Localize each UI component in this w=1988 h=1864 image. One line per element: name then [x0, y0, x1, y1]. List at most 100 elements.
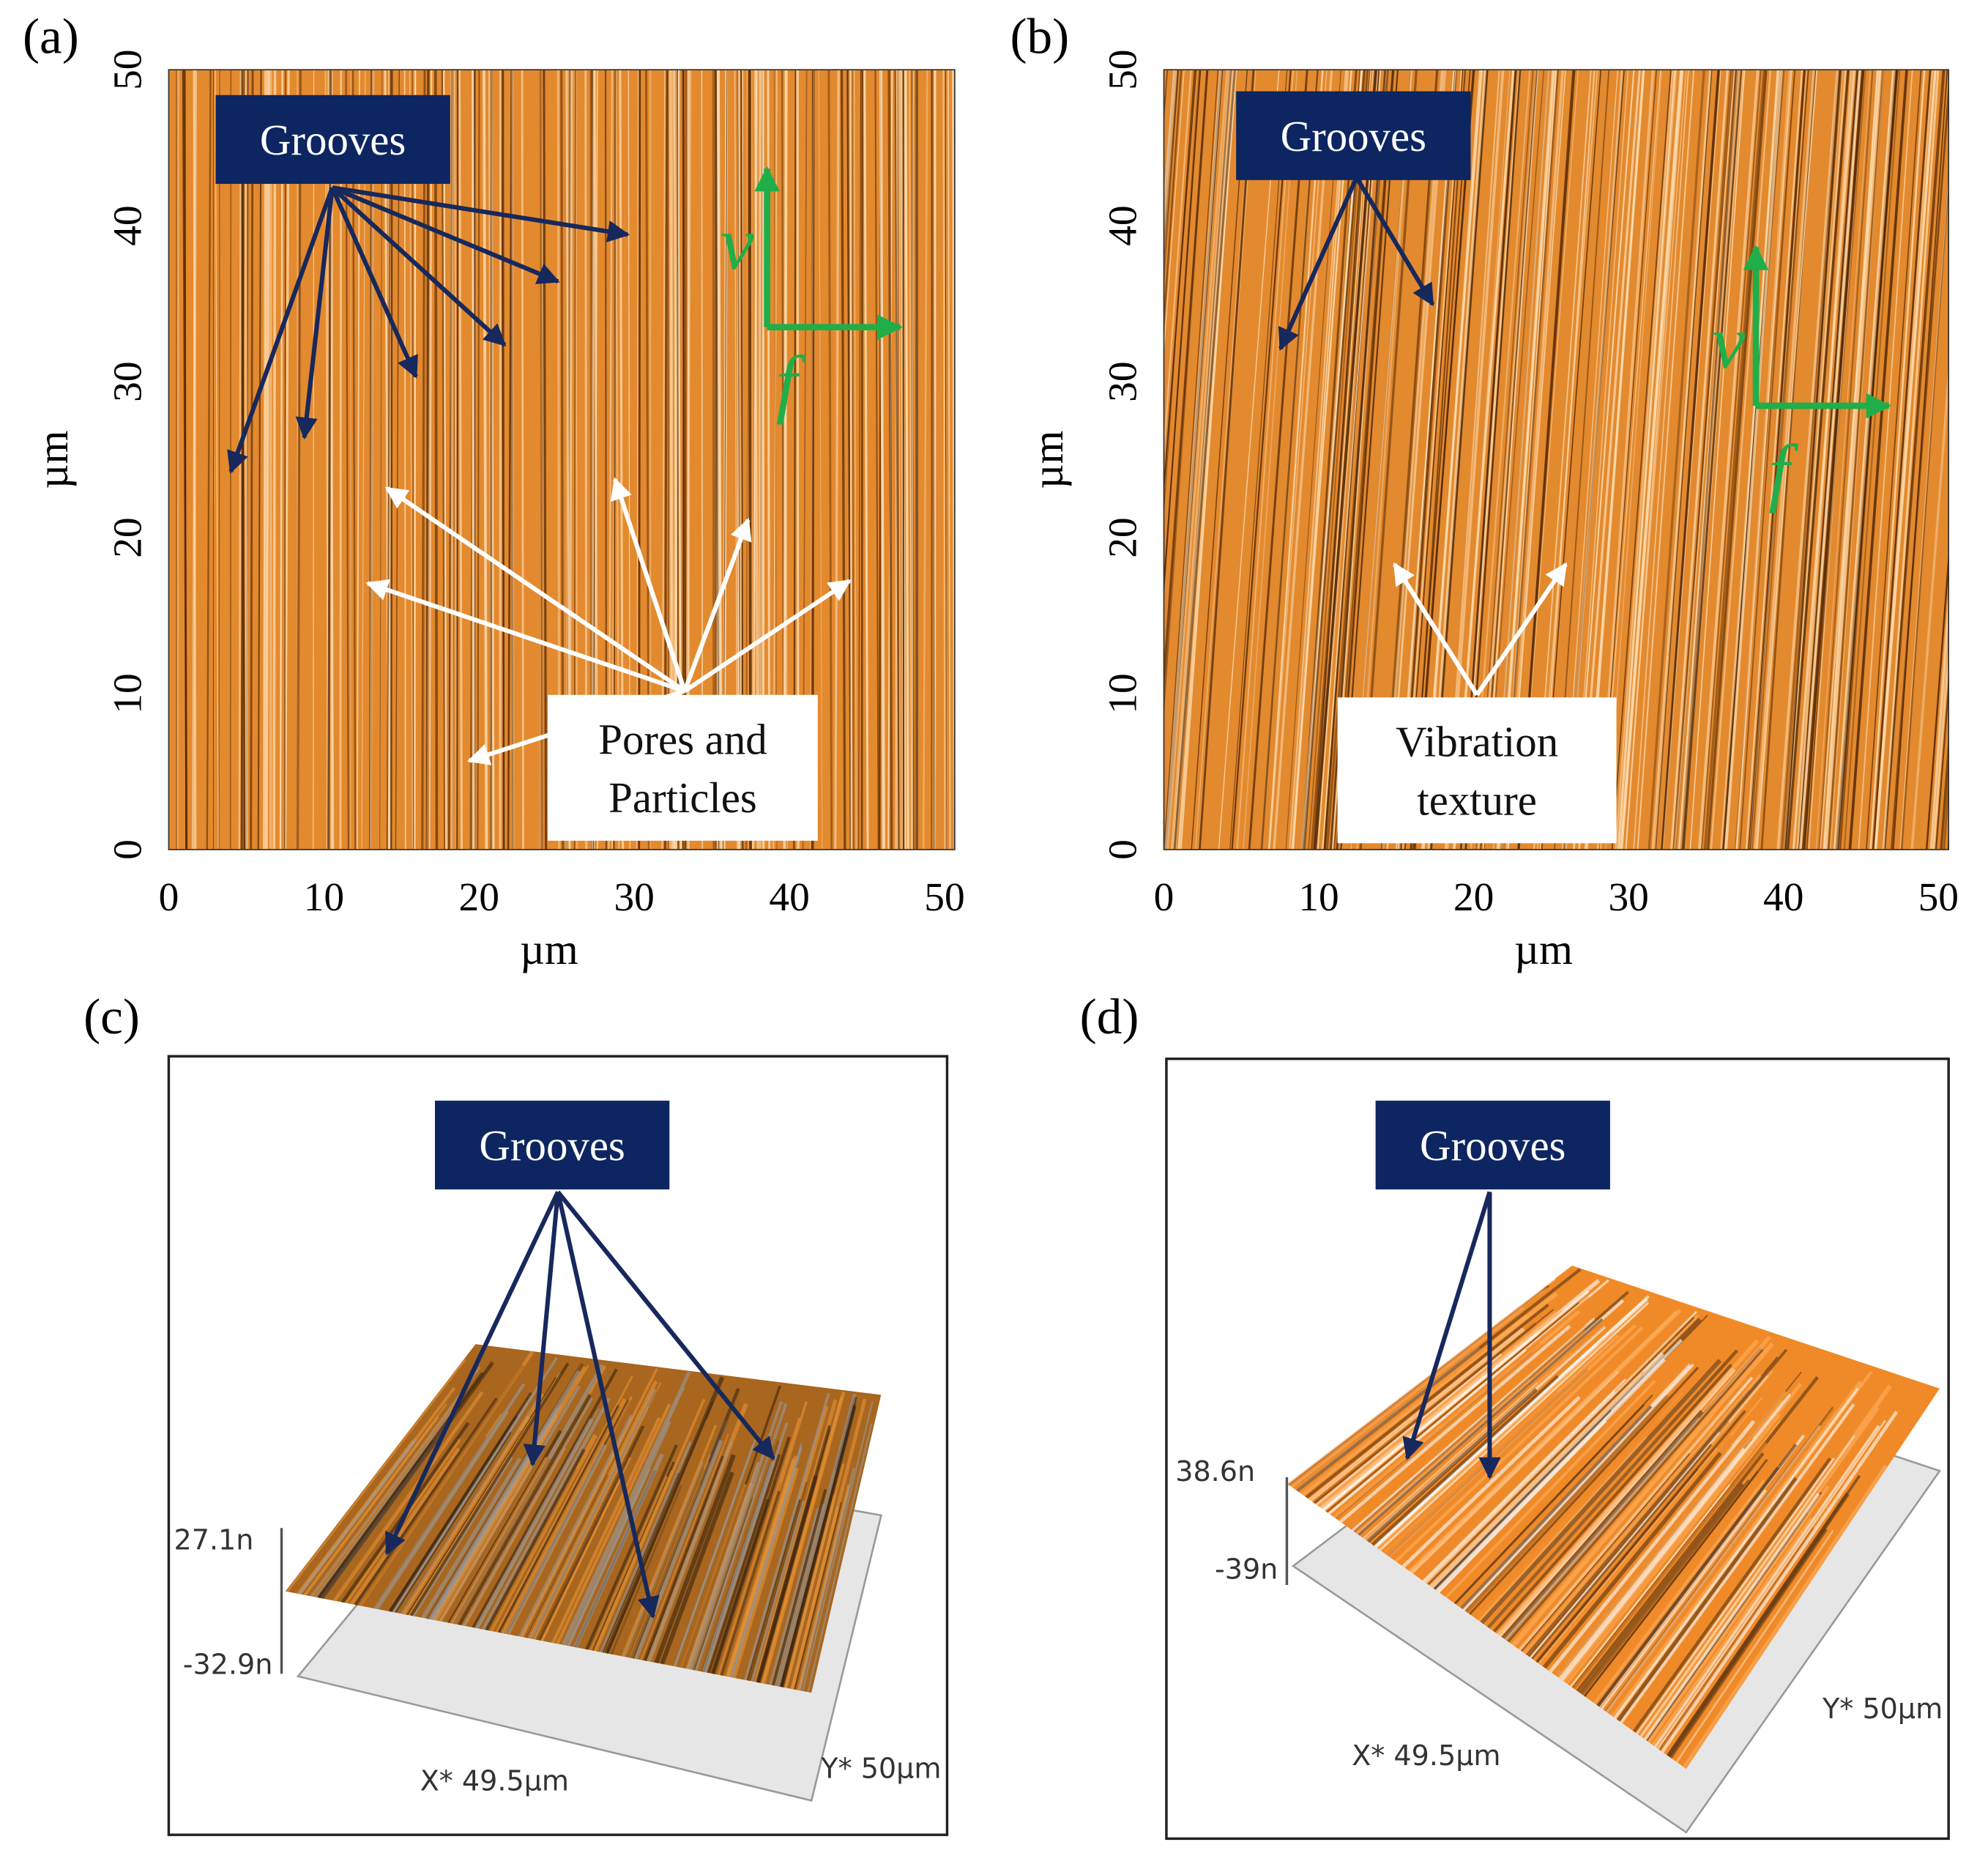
ridge [365, 1410, 499, 1608]
texture-line [250, 70, 254, 850]
texture-line [1833, 70, 1894, 850]
ridge [798, 1467, 855, 1691]
ridge [401, 1392, 543, 1614]
texture-line [1872, 70, 1932, 850]
ridge [310, 1366, 481, 1597]
x-tick-label: 20 [1453, 875, 1494, 919]
texture-line [1751, 70, 1809, 850]
ridge [354, 1397, 499, 1606]
panel-label: (d) [1080, 988, 1139, 1044]
ridge [1445, 1380, 1656, 1599]
callout-text: Particles [608, 774, 757, 822]
texture-line [1620, 70, 1683, 850]
texture-line [954, 713, 955, 850]
z-max-label: 38.6n [1175, 1455, 1255, 1488]
ridge [428, 1370, 581, 1621]
texture-line [1164, 70, 1185, 359]
texture-line [1243, 70, 1298, 850]
ridge [1632, 1457, 1832, 1733]
ridge [485, 1448, 586, 1631]
ridge [1460, 1405, 1653, 1610]
texture-line [425, 70, 430, 850]
ridge [1423, 1391, 1616, 1583]
ridge [386, 1455, 488, 1612]
ridge [1531, 1444, 1713, 1660]
ridge [376, 1411, 509, 1610]
texture-line [973, 70, 975, 850]
ridge [756, 1425, 831, 1683]
texture-line [1078, 70, 1131, 850]
label-box [1375, 1100, 1610, 1189]
texture-line [124, 70, 127, 850]
texture-line [191, 70, 198, 850]
texture-line [414, 70, 417, 850]
texture-line [150, 70, 152, 850]
texture-line [101, 70, 103, 850]
ridge [1579, 1482, 1744, 1695]
z-max-label: 27.1n [174, 1524, 254, 1556]
arrow [1402, 1191, 1492, 1460]
ridge [1566, 1414, 1781, 1685]
surface [1287, 1265, 1940, 1770]
texture-line [1839, 70, 1897, 850]
texture-line [1701, 70, 1762, 850]
texture-line [442, 70, 447, 850]
ridge [402, 1415, 531, 1616]
ridge [1682, 1464, 1888, 1769]
texture-line [490, 70, 495, 850]
ridge [1527, 1348, 1788, 1657]
ridge [1429, 1370, 1645, 1589]
ridge [1366, 1388, 1538, 1543]
ridge [761, 1397, 844, 1684]
ridge [551, 1416, 661, 1644]
label-text: Grooves [1420, 1122, 1566, 1170]
ridge [1576, 1452, 1765, 1693]
callout-text: Pores and [598, 716, 767, 763]
texture-line [521, 70, 524, 850]
ridge [1332, 1341, 1542, 1519]
ridge [1511, 1342, 1774, 1646]
texture-line [1107, 70, 1164, 850]
texture-line [1703, 70, 1766, 850]
ridge [731, 1467, 799, 1679]
texture-line [1170, 70, 1232, 850]
texture-line [176, 70, 179, 850]
ridge [392, 1356, 558, 1614]
ridge [1535, 1410, 1746, 1663]
x-tick-label: 10 [1298, 875, 1339, 919]
texture-line [1678, 70, 1738, 850]
ridge [1545, 1443, 1732, 1671]
label-box [215, 94, 450, 185]
ridge [589, 1475, 668, 1651]
texture-line [1248, 70, 1308, 850]
ridge [720, 1490, 781, 1677]
ridge [1496, 1339, 1760, 1636]
texture-line [1164, 70, 1195, 518]
texture-line [1866, 70, 1922, 850]
texture-line [1191, 70, 1248, 850]
texture-line [1681, 70, 1738, 850]
texture-line [1965, 70, 1988, 850]
texture-line [897, 70, 901, 850]
texture-line [1680, 70, 1738, 850]
texture-line [993, 70, 995, 850]
ridge [717, 1417, 801, 1676]
ridge [1425, 1328, 1681, 1583]
texture-line [1835, 70, 1896, 850]
ridge [1650, 1411, 1885, 1745]
texture-line [510, 70, 514, 850]
texture-line [1637, 70, 1695, 850]
label-text: Grooves [479, 1122, 625, 1170]
ridge [1299, 1345, 1488, 1495]
ridge [1611, 1380, 1863, 1718]
ridge [388, 1392, 532, 1613]
texture-line [1164, 70, 1180, 289]
texture-line [265, 70, 270, 850]
ridge [1643, 1493, 1820, 1741]
texture-line [379, 70, 383, 850]
ridge [640, 1433, 729, 1660]
texture-line [973, 70, 974, 850]
ridge [1377, 1332, 1615, 1551]
texture-line [1674, 70, 1735, 850]
texture-line [483, 70, 488, 850]
